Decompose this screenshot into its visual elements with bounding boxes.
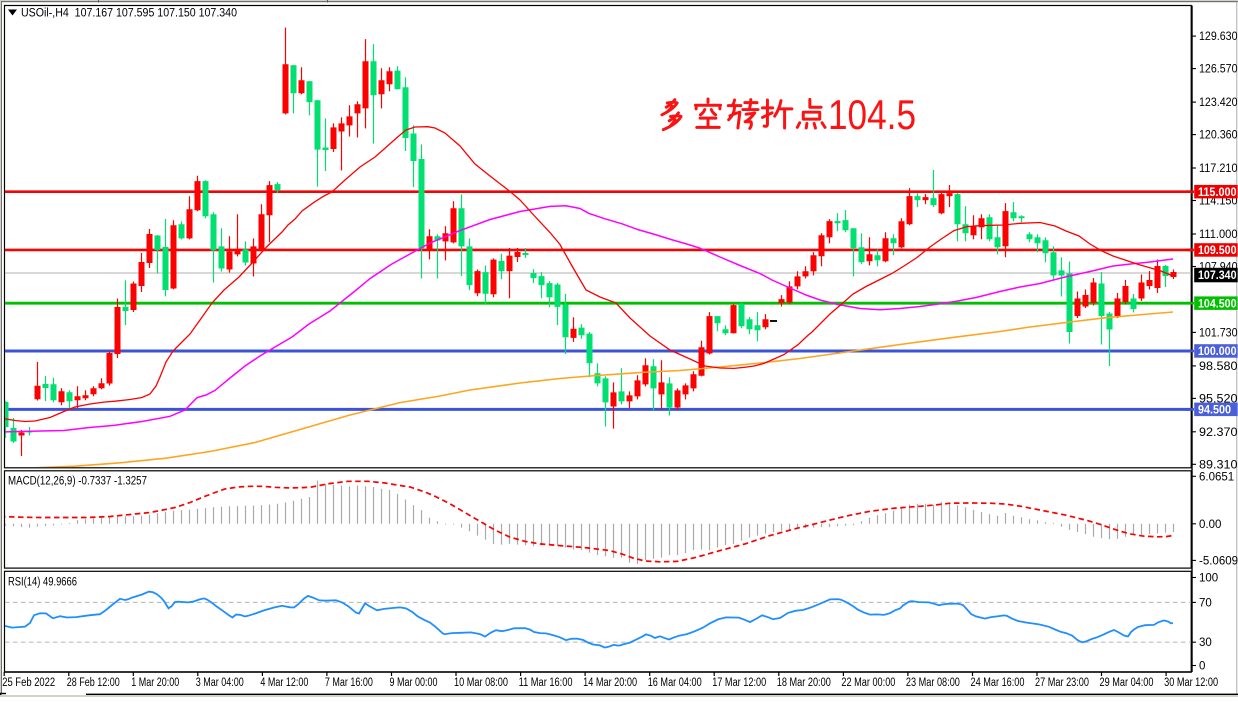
svg-text:27 Mar 23:00: 27 Mar 23:00 (1035, 677, 1089, 689)
svg-text:120.360: 120.360 (1199, 130, 1238, 142)
svg-text:RSI(14) 49.9666: RSI(14) 49.9666 (8, 577, 77, 589)
svg-text:10 Mar 08:00: 10 Mar 08:00 (454, 677, 508, 689)
svg-text:11 Mar 16:00: 11 Mar 16:00 (519, 677, 573, 689)
svg-text:0.00: 0.00 (1199, 519, 1221, 531)
svg-text:111.000: 111.000 (1199, 229, 1238, 241)
svg-text:89.310: 89.310 (1199, 459, 1238, 471)
svg-text:30 Mar 12:00: 30 Mar 12:00 (1164, 677, 1218, 689)
svg-text:17 Mar 12:00: 17 Mar 12:00 (712, 677, 766, 689)
svg-text:USOil-,H4 107.167 107.595 107: USOil-,H4 107.167 107.595 107.150 107.34… (21, 8, 237, 20)
svg-text:104.5: 104.5 (828, 91, 916, 138)
svg-text:25 Feb 2022: 25 Feb 2022 (2, 677, 55, 689)
svg-text:16 Mar 04:00: 16 Mar 04:00 (648, 677, 702, 689)
svg-text:6.0651: 6.0651 (1199, 471, 1234, 483)
svg-text:95.520: 95.520 (1199, 393, 1238, 405)
svg-text:3 Mar 04:00: 3 Mar 04:00 (196, 677, 244, 689)
svg-text:104.500: 104.500 (1198, 298, 1237, 310)
svg-text:94.500: 94.500 (1198, 405, 1231, 417)
svg-text:123.420: 123.420 (1199, 97, 1238, 109)
svg-text:129.630: 129.630 (1199, 31, 1238, 43)
svg-text:23 Mar 08:00: 23 Mar 08:00 (906, 677, 960, 689)
svg-text:18 Mar 20:00: 18 Mar 20:00 (777, 677, 831, 689)
svg-text:109.500: 109.500 (1198, 245, 1237, 257)
svg-text:107.340: 107.340 (1198, 270, 1237, 282)
svg-text:100: 100 (1199, 573, 1218, 585)
svg-text:7 Mar 16:00: 7 Mar 16:00 (325, 677, 373, 689)
svg-text:114.150: 114.150 (1199, 196, 1238, 208)
svg-text:101.730: 101.730 (1199, 327, 1238, 339)
svg-text:14 Mar 20:00: 14 Mar 20:00 (583, 677, 637, 689)
svg-text:28 Feb 12:00: 28 Feb 12:00 (67, 677, 120, 689)
svg-text:100.000: 100.000 (1198, 346, 1237, 358)
svg-text:29 Mar 04:00: 29 Mar 04:00 (1100, 677, 1154, 689)
svg-text:-5.0609: -5.0609 (1199, 555, 1238, 567)
svg-text:117.210: 117.210 (1199, 163, 1238, 175)
svg-text:24 Mar 16:00: 24 Mar 16:00 (971, 677, 1025, 689)
svg-text:1 Mar 20:00: 1 Mar 20:00 (131, 677, 179, 689)
svg-text:30: 30 (1199, 637, 1212, 649)
svg-text:98.580: 98.580 (1199, 361, 1238, 373)
svg-text:MACD(12,26,9) -0.7337 -1.3257: MACD(12,26,9) -0.7337 -1.3257 (8, 476, 147, 488)
svg-text:4 Mar 12:00: 4 Mar 12:00 (260, 677, 308, 689)
svg-text:9 Mar 00:00: 9 Mar 00:00 (390, 677, 438, 689)
svg-text:92.370: 92.370 (1199, 427, 1238, 439)
svg-text:115.000: 115.000 (1198, 187, 1237, 199)
svg-text:0: 0 (1199, 661, 1205, 673)
svg-text:126.570: 126.570 (1199, 64, 1238, 76)
svg-text:22 Mar 00:00: 22 Mar 00:00 (841, 677, 895, 689)
svg-text:70: 70 (1199, 597, 1212, 609)
